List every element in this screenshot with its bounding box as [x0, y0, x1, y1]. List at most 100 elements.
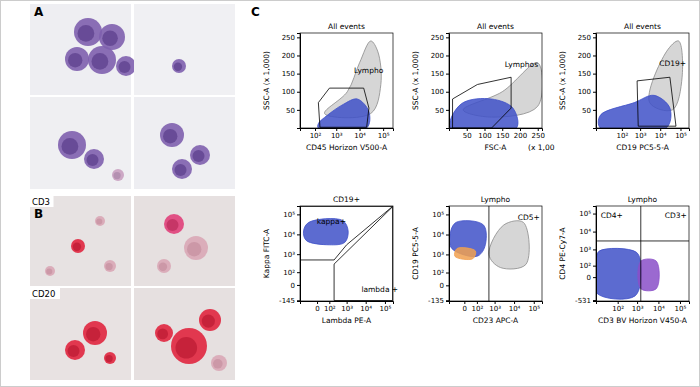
x-tick: 10⁴: [653, 301, 665, 313]
cell-nucleus: [92, 53, 109, 70]
y-tick: 10⁴: [432, 231, 449, 239]
y-tick-label: 150: [431, 70, 444, 78]
y-tick-label: 250: [282, 34, 295, 42]
plot-marks: [598, 41, 682, 128]
panel-label: A: [34, 5, 44, 19]
gate-label: CD5+: [518, 213, 540, 222]
x-tick-mark: [495, 301, 496, 304]
x-tick-mark: [660, 128, 661, 131]
cell-nucleus: [68, 345, 80, 357]
x-tick-label: 150: [496, 132, 509, 140]
cell: [199, 309, 221, 331]
cell: [71, 239, 85, 253]
y-tick: 250: [282, 34, 300, 42]
x-tick: 10⁴: [354, 128, 366, 140]
y-tick-label: 10²: [432, 269, 444, 277]
x-tick-mark: [538, 128, 539, 131]
row-label: CD20: [32, 289, 55, 299]
y-tick-mark: [297, 300, 300, 301]
cell: [95, 216, 105, 226]
gate-label: Lympho: [354, 66, 384, 75]
x-tick: 10³: [341, 301, 353, 313]
x-tick-label: 10²: [472, 305, 484, 313]
x-tick: 10⁵: [378, 128, 390, 140]
y-tick-label: 50: [286, 107, 295, 115]
x-tick: 150: [496, 128, 509, 140]
y-tick-label: 200: [431, 52, 444, 60]
y-tick-label: 200: [282, 52, 295, 60]
micrograph: [134, 4, 235, 95]
x-tick-mark: [366, 301, 367, 304]
flow-plot: Lympho10²10³10⁴10⁵50100150200250All even…: [262, 22, 394, 152]
cell: [155, 324, 173, 342]
figure-svg: ABCCD3CD20Lympho10²10³10⁴10⁵501001502002…: [0, 0, 700, 387]
y-tick-mark: [297, 74, 300, 75]
y-tick-mark: [446, 254, 449, 255]
x-tick: 10²: [617, 128, 629, 140]
y-tick-label: -135: [428, 297, 444, 305]
x-tick-label: 10³: [632, 305, 644, 313]
gate: [596, 240, 689, 241]
y-axis-line: [593, 34, 597, 129]
y-tick-label: 10⁵: [283, 211, 295, 219]
y-tick-label: 10³: [579, 246, 591, 254]
y-tick: 250: [578, 34, 596, 42]
x-tick-label: 10⁴: [354, 132, 366, 140]
y-tick-label: 10³: [432, 251, 444, 259]
cell: [160, 123, 184, 147]
y-tick: 50: [435, 107, 449, 115]
y-tick-mark: [297, 55, 300, 56]
plot-frame: [596, 206, 689, 301]
y-tick-mark: [297, 285, 300, 286]
x-tick-label: 10⁵: [675, 305, 687, 313]
cell: [211, 355, 227, 371]
gate-label: CD4+: [601, 211, 623, 220]
y-axis-title: SSC-A (x 1,000): [411, 51, 420, 110]
x-tick: 0: [315, 301, 319, 313]
y-tick-mark: [446, 92, 449, 93]
cell-nucleus: [46, 269, 52, 275]
micrograph-background: [30, 97, 131, 189]
x-axis: 010²10³10⁴10⁵: [301, 301, 394, 313]
y-tick: 10²: [432, 269, 449, 277]
x-tick: 10⁴: [655, 128, 667, 140]
y-tick-label: 250: [431, 34, 444, 42]
x-tick-mark: [622, 128, 623, 131]
y-tick: -145: [279, 297, 300, 305]
y-tick: 10⁵: [432, 211, 449, 219]
y-tick-mark: [593, 74, 596, 75]
cell: [172, 159, 192, 179]
x-axis-line: [597, 302, 690, 305]
micrograph-background: [30, 196, 131, 286]
y-tick-mark: [297, 234, 300, 235]
x-tick-mark: [464, 301, 465, 304]
y-tick-label: 150: [282, 70, 295, 78]
cell-nucleus: [157, 329, 168, 340]
x-tick-mark: [637, 301, 638, 304]
cell: [83, 321, 107, 345]
x-axis: 010²10³10⁴10⁵: [450, 301, 543, 313]
y-tick-mark: [593, 277, 596, 278]
y-axis-title: Kappa FITC-A: [262, 228, 271, 278]
cell: [172, 59, 186, 73]
cell-nucleus: [68, 53, 82, 67]
gate: [637, 77, 676, 126]
x-axis-title: Lambda PE-A: [322, 316, 372, 325]
plot-title: Lympho: [481, 195, 511, 204]
x-axis-title: CD45 Horizon V500-A: [306, 143, 388, 152]
y-axis: 50 100 150 200 250: [282, 34, 301, 129]
x-tick-mark: [680, 128, 681, 131]
y-tick: 100: [578, 88, 596, 96]
y-tick: 200: [578, 52, 596, 60]
x-tick-mark: [534, 301, 535, 304]
y-tick: 50: [286, 107, 300, 115]
y-tick: 0: [587, 274, 596, 282]
x-tick-mark: [315, 128, 316, 131]
x-tick: 10²: [612, 301, 624, 313]
y-tick: 100: [282, 88, 300, 96]
y-tick-mark: [297, 110, 300, 111]
x-tick: 10⁵: [528, 301, 540, 313]
y-tick: 10⁴: [283, 231, 300, 239]
y-tick-mark: [446, 74, 449, 75]
row-label: CD3: [32, 197, 50, 207]
